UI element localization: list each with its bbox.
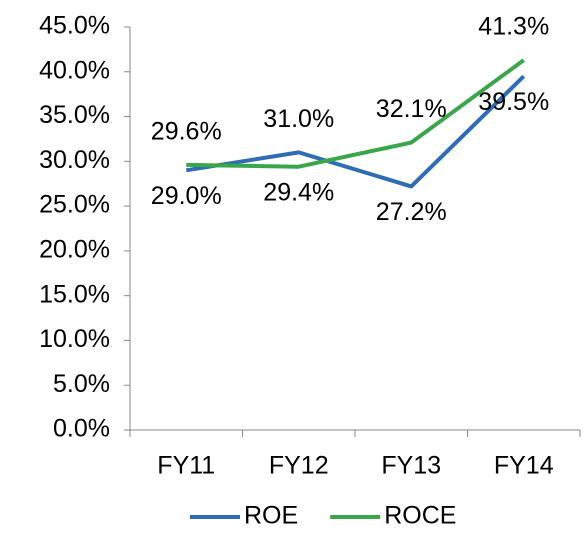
data-label: 31.0%	[263, 105, 334, 133]
data-label: 32.1%	[376, 95, 447, 123]
data-label: 39.5%	[478, 88, 549, 116]
y-tick-label: 30.0%	[39, 146, 110, 174]
data-label: 29.4%	[263, 178, 334, 206]
legend-label: ROCE	[384, 502, 456, 530]
line-series	[185, 74, 526, 189]
y-tick-label: 25.0%	[39, 191, 110, 219]
x-tick-label: FY11	[157, 452, 215, 480]
y-tick-label: 35.0%	[39, 101, 110, 129]
y-tick-label: 20.0%	[39, 235, 110, 263]
y-tick-label: 10.0%	[39, 325, 110, 353]
data-label: 29.6%	[151, 118, 222, 146]
x-tick-label: FY14	[494, 452, 554, 480]
y-tick-label: 0.0%	[53, 415, 110, 443]
y-tick-label: 40.0%	[39, 56, 110, 84]
x-tick-label: FY12	[269, 452, 329, 480]
y-tick-label: 5.0%	[53, 370, 110, 398]
y-tick-label: 15.0%	[39, 280, 110, 308]
y-tick-label: 45.0%	[39, 12, 110, 40]
line-series	[186, 58, 525, 169]
data-label: 29.0%	[151, 182, 222, 210]
x-tick-label: FY13	[381, 452, 441, 480]
data-label: 27.2%	[376, 198, 447, 226]
data-label: 41.3%	[478, 13, 549, 41]
legend-label: ROE	[244, 502, 298, 530]
